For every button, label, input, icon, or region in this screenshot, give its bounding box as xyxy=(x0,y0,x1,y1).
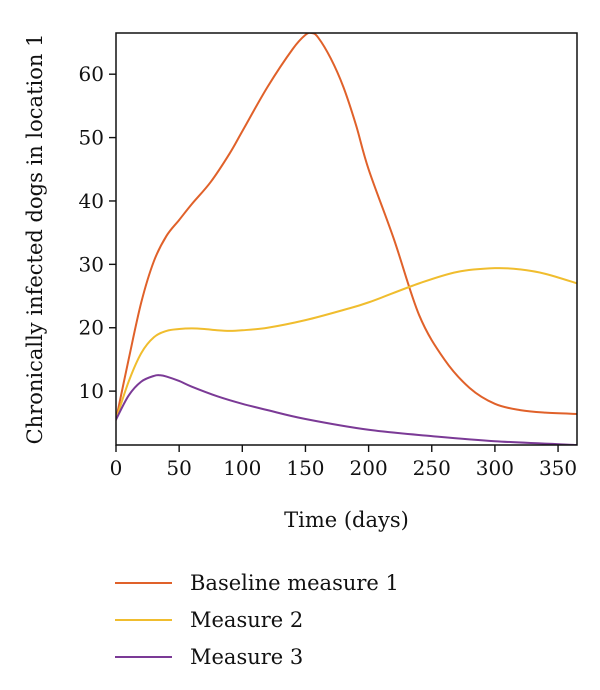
x-tick-label: 100 xyxy=(223,456,261,480)
series-line-2 xyxy=(116,267,577,421)
y-axis-ticks: 10 20 30 40 50 60 xyxy=(79,62,116,403)
series-line-1 xyxy=(116,33,577,421)
x-axis-ticks: 0 50 100 150 200 250 300 350 xyxy=(110,445,577,480)
y-axis-label: Chronically infected dogs in location 1 xyxy=(23,34,47,445)
x-tick-label: 0 xyxy=(110,456,123,480)
series-layer xyxy=(116,33,577,445)
legend: Baseline measure 1 Measure 2 Measure 3 xyxy=(115,571,399,669)
y-tick-label: 60 xyxy=(79,62,104,86)
x-tick-label: 150 xyxy=(286,456,324,480)
legend-label-1: Baseline measure 1 xyxy=(190,571,399,595)
x-tick-label: 50 xyxy=(166,456,191,480)
legend-label-2: Measure 2 xyxy=(190,608,303,632)
y-tick-label: 50 xyxy=(79,126,104,150)
x-axis-label: Time (days) xyxy=(284,508,409,532)
plot-frame xyxy=(115,32,578,446)
y-tick-label: 10 xyxy=(79,379,104,403)
y-tick-label: 20 xyxy=(79,316,104,340)
x-tick-label: 350 xyxy=(539,456,577,480)
x-tick-label: 200 xyxy=(350,456,388,480)
series-line-3 xyxy=(116,374,577,445)
y-tick-label: 40 xyxy=(79,189,104,213)
x-tick-label: 250 xyxy=(413,456,451,480)
y-tick-label: 30 xyxy=(79,252,104,276)
x-tick-label: 300 xyxy=(476,456,514,480)
legend-label-3: Measure 3 xyxy=(190,645,303,669)
